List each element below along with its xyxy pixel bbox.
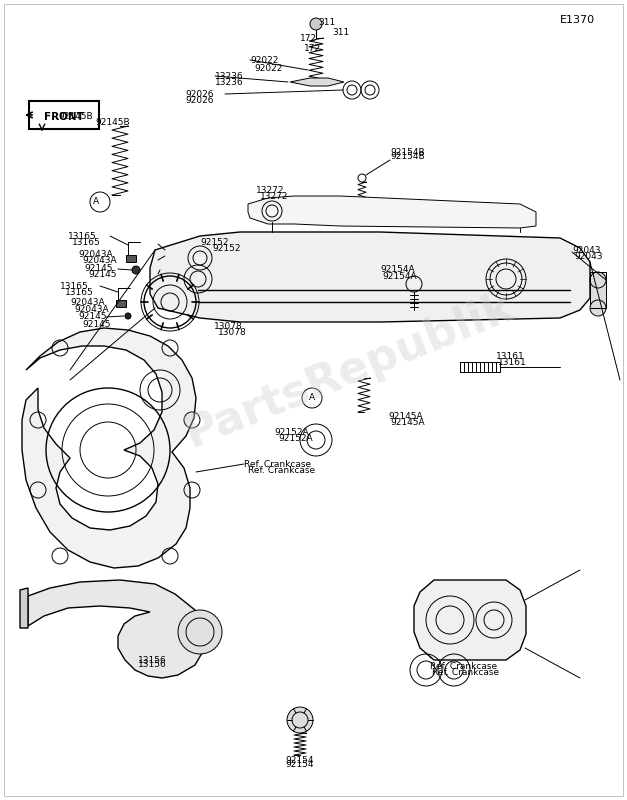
FancyBboxPatch shape [29,101,99,129]
Polygon shape [22,328,196,568]
Text: 92154A: 92154A [382,272,416,281]
Text: 92154: 92154 [285,756,314,765]
Text: A: A [309,394,315,402]
Text: A: A [93,198,99,206]
Text: 13161: 13161 [498,358,527,367]
Text: 92043A: 92043A [74,305,108,314]
Text: E1370: E1370 [560,15,595,25]
Polygon shape [248,196,536,228]
Polygon shape [28,580,205,678]
Circle shape [125,313,131,319]
Text: 13078: 13078 [218,328,247,337]
Text: 92145A: 92145A [390,418,424,427]
Bar [460,362,500,372]
Polygon shape [20,588,28,628]
Text: 92154B: 92154B [390,152,424,161]
Text: 13236: 13236 [215,72,244,81]
Text: 92043A: 92043A [78,250,113,259]
Text: 92152: 92152 [200,238,228,247]
Text: 13165: 13165 [68,232,97,241]
Text: 92145B: 92145B [95,118,130,127]
Text: 13156: 13156 [138,660,167,669]
Circle shape [178,610,222,654]
Text: 92154B: 92154B [390,148,424,157]
Text: 13272: 13272 [260,192,288,201]
Text: 92043A: 92043A [70,298,105,307]
Polygon shape [150,232,590,322]
Text: Ref. Crankcase: Ref. Crankcase [244,460,311,469]
Text: 92026: 92026 [185,96,214,105]
Text: 92145: 92145 [88,270,117,279]
Text: 311: 311 [318,18,335,27]
Circle shape [132,266,140,274]
Text: 172: 172 [300,34,317,43]
Text: 13156: 13156 [138,656,167,665]
Text: 92152: 92152 [212,244,241,253]
Circle shape [590,300,606,316]
Text: Ref. Crankcase: Ref. Crankcase [430,662,497,671]
Text: 92043A: 92043A [82,256,117,265]
Text: 13272: 13272 [256,186,285,195]
Text: Ref. Crankcase: Ref. Crankcase [432,668,499,677]
Circle shape [287,707,313,733]
Polygon shape [414,580,526,660]
Text: 92022: 92022 [250,56,278,65]
Text: 92145: 92145 [84,264,112,273]
Text: 13161: 13161 [496,352,525,361]
Text: 92152A: 92152A [278,434,313,443]
Text: 92154A: 92154A [380,265,414,274]
Text: 172: 172 [304,44,321,53]
Text: 92145A: 92145A [388,412,423,421]
Text: 92145: 92145 [78,312,107,321]
Polygon shape [290,78,344,86]
Bar [126,255,136,262]
Text: 13078: 13078 [214,322,243,331]
Circle shape [310,18,322,30]
Text: 92043: 92043 [572,246,601,255]
Text: 92145: 92145 [82,320,110,329]
Text: 13165: 13165 [72,238,101,247]
Text: 92154: 92154 [285,760,314,769]
Text: 92145B: 92145B [58,112,93,121]
Text: 92026: 92026 [185,90,214,99]
Text: FRONT: FRONT [44,112,84,122]
Bar [116,300,126,307]
Text: 92022: 92022 [254,64,282,73]
Text: 92043: 92043 [574,252,603,261]
Bar [590,272,606,308]
Text: 13165: 13165 [60,282,89,291]
Text: 13165: 13165 [65,288,94,297]
Text: 92152A: 92152A [274,428,308,437]
Text: Ref. Crankcase: Ref. Crankcase [248,466,315,475]
Text: 13236: 13236 [215,78,244,87]
Text: PartsRepublik: PartsRepublik [179,284,521,456]
Text: 311: 311 [332,28,349,37]
